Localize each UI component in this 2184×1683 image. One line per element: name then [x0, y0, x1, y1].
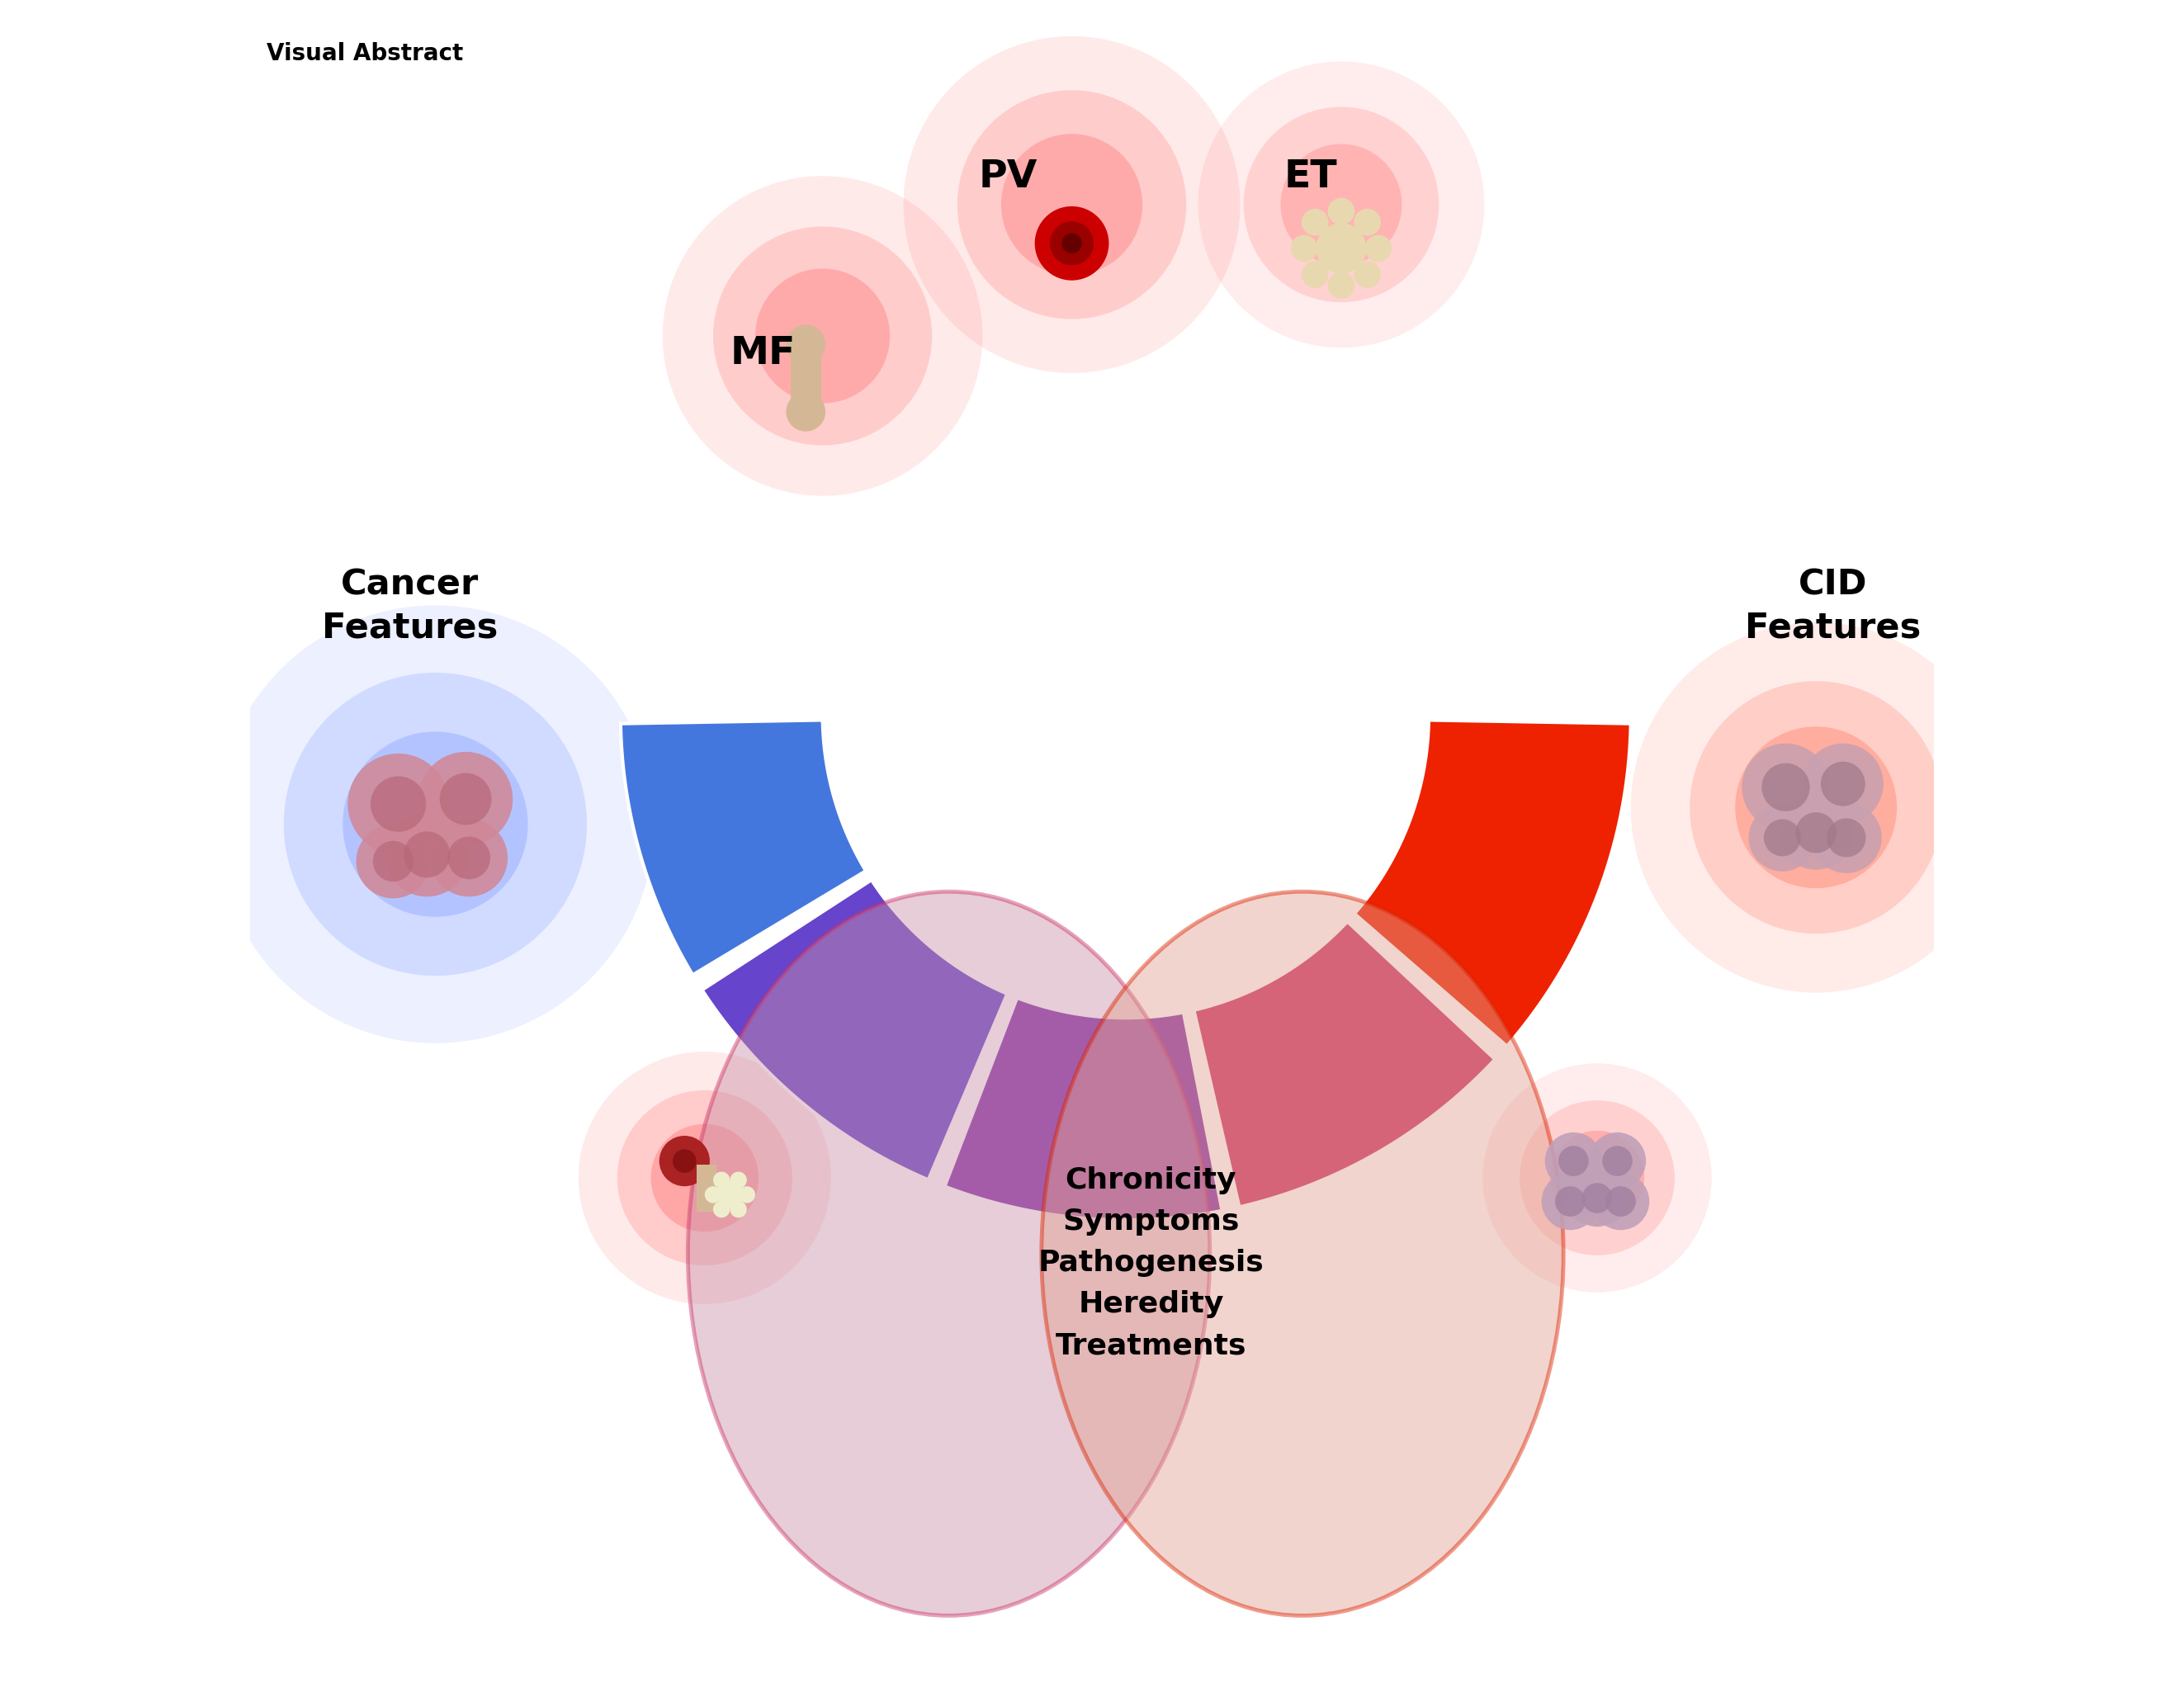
Circle shape [1354, 209, 1380, 236]
Circle shape [216, 606, 655, 1043]
Circle shape [1328, 199, 1354, 226]
Text: PV: PV [978, 158, 1037, 195]
Circle shape [1483, 1064, 1712, 1293]
Circle shape [1544, 1133, 1603, 1190]
Circle shape [1568, 1170, 1625, 1227]
Circle shape [1603, 1146, 1631, 1176]
Circle shape [1542, 1173, 1599, 1230]
Circle shape [356, 825, 430, 899]
Circle shape [284, 673, 587, 976]
Circle shape [373, 842, 413, 882]
Circle shape [1555, 1187, 1586, 1217]
Circle shape [1826, 818, 1865, 858]
Polygon shape [620, 720, 865, 976]
Text: ET: ET [1284, 158, 1337, 195]
Text: Visual Abstract: Visual Abstract [266, 42, 463, 66]
Text: CID
Features: CID Features [1745, 567, 1922, 645]
Circle shape [1243, 108, 1439, 303]
Circle shape [786, 392, 826, 433]
Circle shape [756, 269, 889, 404]
Circle shape [1631, 623, 2001, 993]
Circle shape [448, 836, 489, 880]
Circle shape [1749, 804, 1817, 872]
Circle shape [1795, 813, 1837, 853]
Circle shape [1280, 145, 1402, 266]
Circle shape [714, 1202, 729, 1218]
Circle shape [660, 1136, 710, 1187]
Circle shape [579, 1052, 830, 1304]
Circle shape [1328, 273, 1354, 300]
Circle shape [1551, 1131, 1645, 1225]
Circle shape [1199, 62, 1485, 348]
Circle shape [729, 1202, 747, 1218]
Circle shape [439, 774, 491, 825]
Polygon shape [701, 880, 1007, 1180]
Circle shape [1588, 1133, 1647, 1190]
Circle shape [419, 752, 513, 847]
Circle shape [384, 813, 470, 897]
Circle shape [705, 1187, 721, 1203]
Circle shape [714, 1171, 729, 1188]
Circle shape [1765, 820, 1802, 857]
Circle shape [729, 1171, 747, 1188]
Circle shape [371, 776, 426, 831]
Circle shape [714, 227, 933, 446]
Circle shape [1365, 236, 1391, 263]
Circle shape [1302, 209, 1328, 236]
Circle shape [1354, 263, 1380, 289]
Circle shape [1802, 744, 1883, 825]
Circle shape [1302, 263, 1328, 289]
Polygon shape [1354, 720, 1631, 1047]
Text: MF: MF [729, 335, 795, 372]
Circle shape [904, 37, 1241, 374]
Circle shape [1051, 222, 1094, 266]
Circle shape [673, 1149, 697, 1173]
Text: Chronicity
Symptoms
Pathogenesis
Heredity
Treatments: Chronicity Symptoms Pathogenesis Heredit… [1037, 1165, 1265, 1360]
Circle shape [651, 1124, 758, 1232]
Circle shape [404, 831, 450, 879]
Circle shape [1811, 803, 1883, 873]
Circle shape [343, 732, 529, 917]
Circle shape [1780, 796, 1852, 870]
Circle shape [1291, 236, 1317, 263]
Circle shape [430, 820, 507, 897]
Circle shape [1061, 234, 1081, 254]
Ellipse shape [688, 892, 1210, 1616]
Bar [697, 1165, 716, 1212]
Circle shape [1743, 744, 1830, 831]
Circle shape [1690, 682, 1942, 934]
Circle shape [1317, 224, 1367, 274]
Circle shape [716, 1181, 743, 1208]
Ellipse shape [1042, 892, 1564, 1616]
Circle shape [1762, 764, 1811, 811]
Polygon shape [946, 998, 1223, 1220]
Text: Cancer
Features: Cancer Features [321, 567, 498, 645]
Circle shape [786, 325, 826, 365]
Circle shape [1000, 135, 1142, 276]
Circle shape [618, 1091, 793, 1266]
Circle shape [662, 177, 983, 496]
Circle shape [347, 754, 448, 855]
Circle shape [1821, 762, 1865, 806]
Circle shape [957, 91, 1186, 320]
Polygon shape [1195, 922, 1496, 1207]
Circle shape [1736, 727, 1898, 889]
Circle shape [1520, 1101, 1675, 1256]
Circle shape [1592, 1173, 1649, 1230]
Bar [791, 345, 821, 412]
Circle shape [1559, 1146, 1588, 1176]
Circle shape [1035, 207, 1109, 281]
Circle shape [738, 1187, 756, 1203]
Circle shape [1581, 1183, 1612, 1213]
Circle shape [1605, 1187, 1636, 1217]
